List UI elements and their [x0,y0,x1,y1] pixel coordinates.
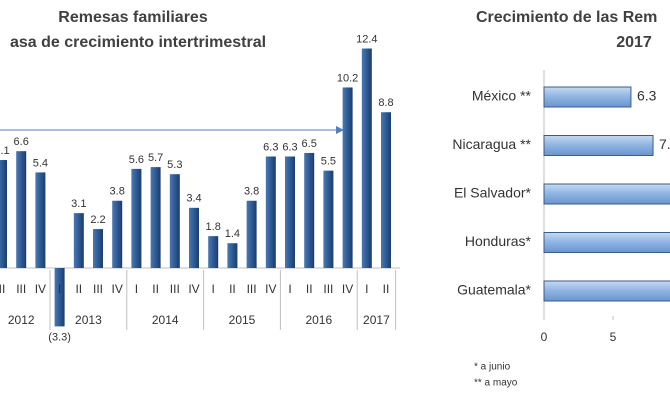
bar [543,86,632,108]
year-label: 2016 [305,313,332,327]
x-tick-label: IV [35,282,46,296]
bar [0,160,7,268]
value-label: 5.4 [33,157,48,169]
chart-title: Crecimiento de las Rem [476,9,657,26]
value-label: 6.1 [0,145,10,157]
bar [73,213,84,268]
bar [543,232,670,253]
bar [246,200,257,268]
footnote: ** a mayo [474,378,518,389]
value-label: 5.3 [167,159,182,171]
x-tick-label: IV [342,282,353,296]
value-label: 12.4 [356,33,377,45]
x-tick-label: II [306,282,313,296]
value-label: 6.3 [282,141,297,153]
bar [227,243,238,268]
x-tick-label: III [93,282,103,296]
bar [150,167,161,268]
value-label: 5.6 [129,154,144,166]
bar [543,135,654,156]
x-tick-label: III [323,282,333,296]
value-label: 5.7 [148,152,163,164]
x-tick-label: II [0,282,5,296]
value-label: 6.3 [263,141,278,153]
value-label: 3.4 [186,193,201,205]
bar [361,48,372,268]
y-tick-label: Nicaragua ** [452,136,531,152]
bar [208,236,219,268]
bar [265,156,276,268]
bar [189,207,199,268]
value-label: 2.2 [90,214,105,226]
arrow-head [336,126,344,134]
value-label: 10.2 [337,72,358,84]
y-tick-label: México ** [472,88,532,104]
x-tick-label: IV [112,282,123,296]
year-label: 2012 [8,313,35,327]
x-tick-label: I [288,282,291,296]
chart-subtitle: 2017 [616,34,652,51]
bar [35,172,46,268]
bar [54,268,65,327]
value-label: 8.8 [378,97,393,109]
x-tick-label: I [365,282,368,296]
x-tick-label: 0 [541,330,548,344]
bar [131,168,142,268]
x-tick-label: II [229,282,236,296]
chart-subtitle: asa de crecimiento intertrimestral [10,34,266,51]
value-label: 1.8 [206,221,221,233]
value-label: 6.6 [14,136,29,148]
value-label: 3.1 [71,198,86,210]
value-label: 6.3 [637,88,657,104]
bar [543,280,670,302]
bar [93,229,103,268]
y-tick-label: Guatemala* [457,282,531,298]
bar [304,152,315,268]
x-tick-label: IV [188,282,199,296]
chart-title: Remesas familiares [58,9,208,26]
bar [342,87,353,269]
y-tick-label: Honduras* [465,233,532,249]
footnote: * a junio [474,362,511,373]
x-tick-label: II [152,282,159,296]
x-tick-label: I [212,282,215,296]
x-tick-label: III [170,282,180,296]
value-label: 3.8 [110,186,125,198]
value-label: 5.5 [321,156,336,168]
x-tick-label: III [247,282,257,296]
bar [323,170,334,268]
x-tick-label: III [16,282,26,296]
bar [169,174,180,268]
year-label: 2017 [363,313,390,327]
x-tick-label: I [135,282,138,296]
bar [543,183,670,205]
year-label: 2015 [229,313,256,327]
value-label: 3.8 [244,186,259,198]
x-tick-label: II [383,282,390,296]
x-tick-label: I [58,282,61,296]
x-tick-label: IV [265,282,276,296]
y-tick-label: El Salvador* [454,185,532,201]
bar [16,151,27,268]
value-label: 1.4 [225,228,240,240]
value-label: 6.5 [302,138,317,150]
value-label: 7.9 [659,136,670,152]
bar [381,112,391,269]
x-tick-label: II [75,282,82,296]
x-tick-label: 5 [610,330,617,344]
bar [285,156,295,268]
year-label: 2013 [75,313,102,327]
bar [112,200,123,268]
year-label: 2014 [152,313,179,327]
value-label: (3.3) [48,331,71,343]
